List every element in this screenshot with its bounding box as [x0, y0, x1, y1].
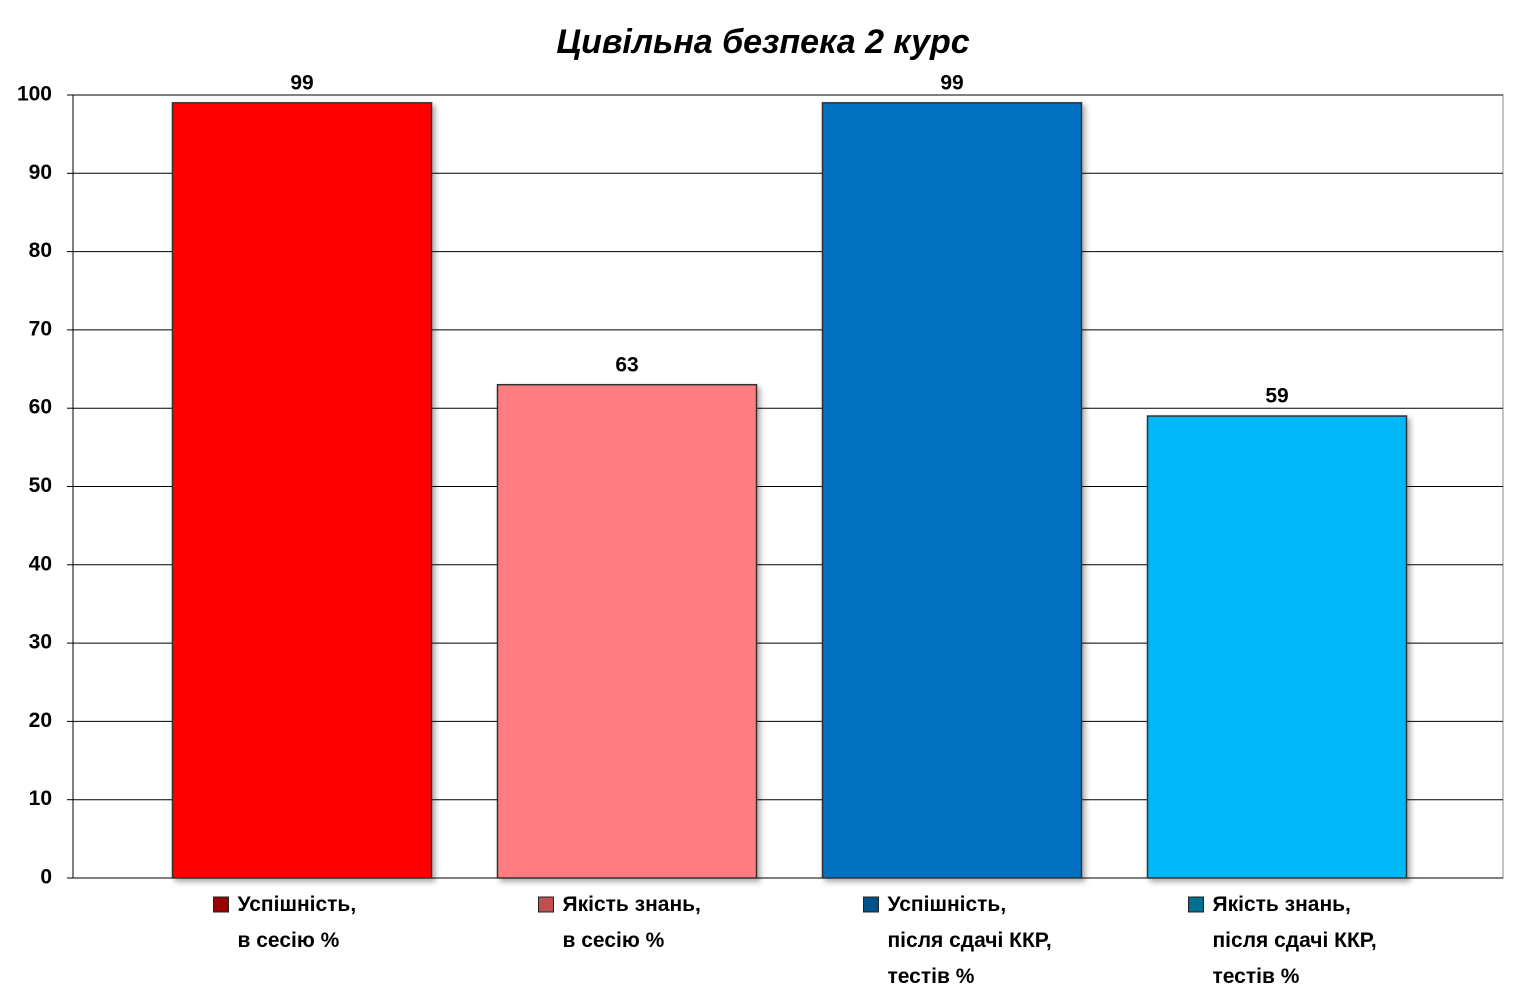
x-tick-label: Успішність, в сесію % [238, 893, 357, 952]
y-tick-label: 50 [29, 474, 52, 497]
value-label: 99 [940, 71, 963, 94]
bar [171, 102, 433, 879]
y-tick-label: 30 [29, 631, 52, 654]
y-tick-label: 20 [29, 709, 52, 732]
y-tick-label: 80 [29, 239, 52, 262]
legend-marker [538, 896, 554, 913]
bar [821, 102, 1083, 879]
y-tick-label: 90 [29, 161, 52, 184]
x-tick-label: Успішність, після сдачі ККР, тестів % [888, 893, 1052, 988]
y-tick-label: 40 [29, 552, 52, 575]
x-tick-label: Якість знань, в сесію % [563, 893, 701, 952]
value-label: 63 [615, 353, 638, 376]
legend-marker [863, 896, 879, 913]
y-tick-label: 0 [40, 866, 52, 889]
bar [1146, 415, 1408, 879]
y-tick-label: 10 [29, 787, 52, 810]
bar [496, 383, 758, 879]
legend-marker [213, 896, 229, 913]
y-tick-label: 60 [29, 396, 52, 419]
y-tick-label: 70 [29, 317, 52, 340]
legend-marker [1188, 896, 1204, 913]
y-tick-label: 100 [17, 83, 52, 106]
chart-title: Цивільна безпека 2 курс [556, 23, 969, 61]
value-label: 99 [290, 71, 313, 94]
x-tick-label: Якість знань, після сдачі ККР, тестів % [1213, 893, 1377, 988]
value-label: 59 [1265, 385, 1288, 408]
